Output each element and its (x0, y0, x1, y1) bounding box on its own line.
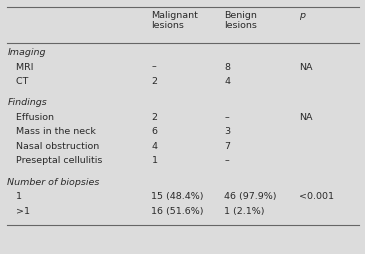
Text: <0.001: <0.001 (299, 192, 334, 201)
Text: Preseptal cellulitis: Preseptal cellulitis (7, 156, 103, 165)
Text: >1: >1 (7, 206, 30, 215)
Text: 1: 1 (151, 156, 157, 165)
Text: 8: 8 (224, 62, 230, 71)
Text: 46 (97.9%): 46 (97.9%) (224, 192, 277, 201)
Text: NA: NA (299, 62, 313, 71)
Text: Effusion: Effusion (7, 113, 54, 121)
Text: Benign
lesions: Benign lesions (224, 11, 257, 30)
Text: p: p (299, 11, 305, 20)
Text: 4: 4 (224, 77, 230, 86)
Text: Malignant
lesions: Malignant lesions (151, 11, 198, 30)
Text: 6: 6 (151, 127, 157, 136)
Text: NA: NA (299, 113, 313, 121)
Text: –: – (224, 156, 229, 165)
Text: 15 (48.4%): 15 (48.4%) (151, 192, 204, 201)
Text: 4: 4 (151, 141, 157, 150)
Text: MRI: MRI (7, 62, 34, 71)
Text: 3: 3 (224, 127, 231, 136)
Text: CT: CT (7, 77, 29, 86)
Text: 1: 1 (7, 192, 22, 201)
Text: 2: 2 (151, 113, 157, 121)
Text: Nasal obstruction: Nasal obstruction (7, 141, 100, 150)
Text: Findings: Findings (7, 98, 47, 107)
Text: Mass in the neck: Mass in the neck (7, 127, 96, 136)
Text: 16 (51.6%): 16 (51.6%) (151, 206, 204, 215)
Text: Number of biopsies: Number of biopsies (7, 177, 100, 186)
Text: –: – (151, 62, 156, 71)
Text: –: – (224, 113, 229, 121)
Text: 2: 2 (151, 77, 157, 86)
Text: 7: 7 (224, 141, 230, 150)
Text: Imaging: Imaging (7, 48, 46, 57)
Text: 1 (2.1%): 1 (2.1%) (224, 206, 265, 215)
